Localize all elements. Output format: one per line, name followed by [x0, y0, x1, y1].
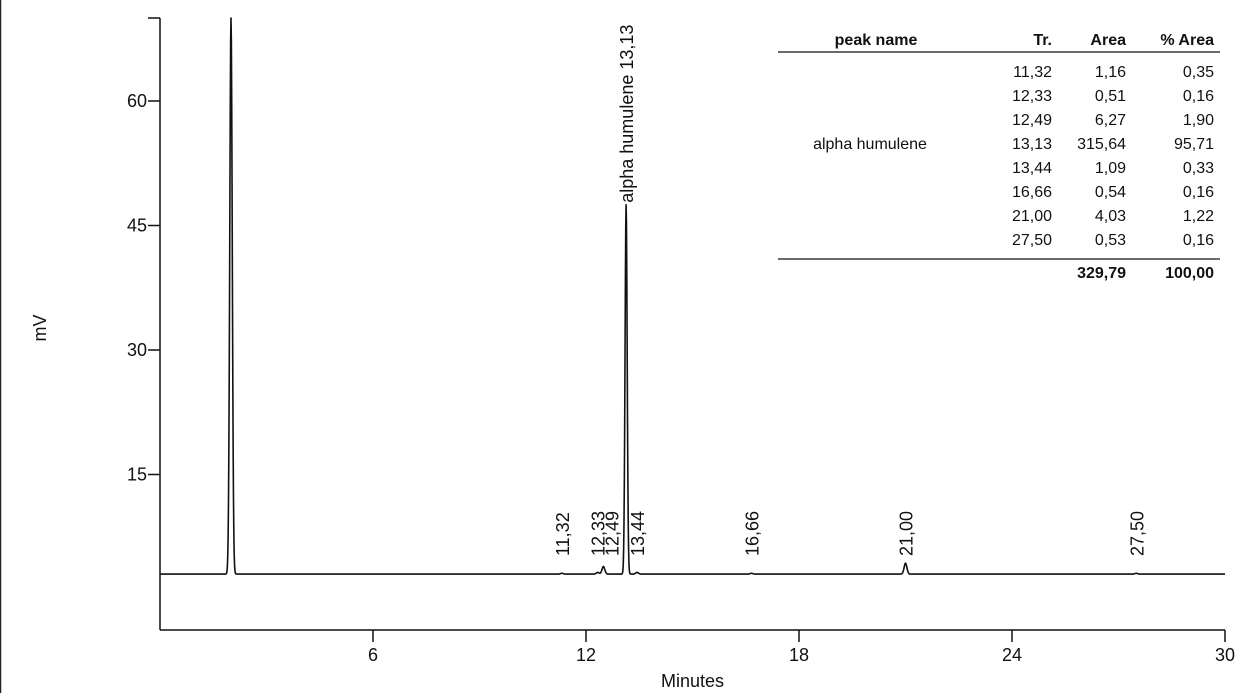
- table-header-cell: Tr.: [1033, 32, 1052, 49]
- x-tick-label: 12: [576, 645, 596, 665]
- table-cell: 13,13: [1012, 136, 1052, 153]
- peak-apex: [904, 562, 907, 565]
- table-cell: 1,09: [1095, 160, 1126, 177]
- peak-apex: [561, 572, 563, 575]
- table-cell: 0,51: [1095, 88, 1126, 105]
- peak-apex: [230, 17, 232, 19]
- table-cell: 11,32: [1013, 64, 1052, 81]
- table-cell: 0,35: [1183, 64, 1214, 81]
- trace-line: [160, 17, 1225, 575]
- peak-apex: [625, 203, 627, 206]
- peak-apex: [1135, 572, 1138, 575]
- x-axis-title: Minutes: [661, 671, 724, 691]
- table-cell: 0,53: [1095, 232, 1126, 249]
- axes: 15 30 45 60 6 12 18 24 30 Minutes mV: [30, 17, 1235, 691]
- y-tick-label: 60: [127, 91, 147, 111]
- table-cell: 0,33: [1183, 160, 1214, 177]
- table-header-cell: Area: [1090, 32, 1126, 49]
- table-cell: 4,03: [1095, 208, 1126, 225]
- table-cell: 12,33: [1012, 88, 1052, 105]
- table-cell: 1,90: [1183, 112, 1214, 129]
- x-tick-label: 30: [1215, 645, 1235, 665]
- peak-label: 16,66: [742, 511, 762, 556]
- peak-apex: [596, 571, 599, 574]
- x-tick-label: 18: [789, 645, 809, 665]
- chromatogram-trace: [160, 17, 1225, 575]
- table-cell: 1,16: [1095, 64, 1126, 81]
- peak-label: alpha humulene 13,13: [617, 25, 637, 203]
- table-cell: 16,66: [1012, 184, 1052, 201]
- peak-apex: [636, 571, 638, 574]
- y-tick-label: 15: [127, 465, 147, 485]
- table-cell: 6,27: [1095, 112, 1126, 129]
- table-cell: 13,44: [1012, 160, 1052, 177]
- x-tick-label: 24: [1002, 645, 1022, 665]
- table-cell: 0,16: [1183, 88, 1214, 105]
- y-tick-label: 30: [127, 340, 147, 360]
- y-axis-title: mV: [30, 315, 50, 342]
- peak-label: 21,00: [897, 511, 917, 556]
- peak-label: 12,33: [589, 511, 609, 556]
- x-tick-label: 6: [368, 645, 378, 665]
- table-cell: 0,54: [1095, 184, 1126, 201]
- table-cell: 0,16: [1183, 232, 1214, 249]
- table-cell: 21,00: [1012, 208, 1052, 225]
- table-cell: 1,22: [1183, 208, 1214, 225]
- table-cell: 12,49: [1012, 112, 1052, 129]
- table-header-cell: % Area: [1160, 32, 1214, 49]
- peak-table: peak name Tr. Area % Area 11,32 1,16 0,35 12,33…: [778, 32, 1220, 282]
- peak-label: 11,32: [553, 512, 573, 556]
- table-total-cell: 100,00: [1165, 265, 1214, 282]
- table-total-cell: 329,79: [1077, 265, 1126, 282]
- table-cell: 27,50: [1012, 232, 1052, 249]
- peak-label: 12,49: [602, 511, 622, 556]
- table-cell: 0,16: [1183, 184, 1214, 201]
- table-cell: alpha humulene: [813, 136, 927, 153]
- table-header-cell: peak name: [835, 32, 918, 49]
- peak-label: 13,44: [628, 511, 648, 556]
- peak-apex: [602, 565, 605, 568]
- table-cell: 315,64: [1077, 136, 1126, 153]
- peak-label: 27,50: [1127, 511, 1147, 556]
- peak-apex: [750, 572, 753, 575]
- y-tick-label: 45: [127, 216, 147, 236]
- table-cell: 95,71: [1174, 136, 1214, 153]
